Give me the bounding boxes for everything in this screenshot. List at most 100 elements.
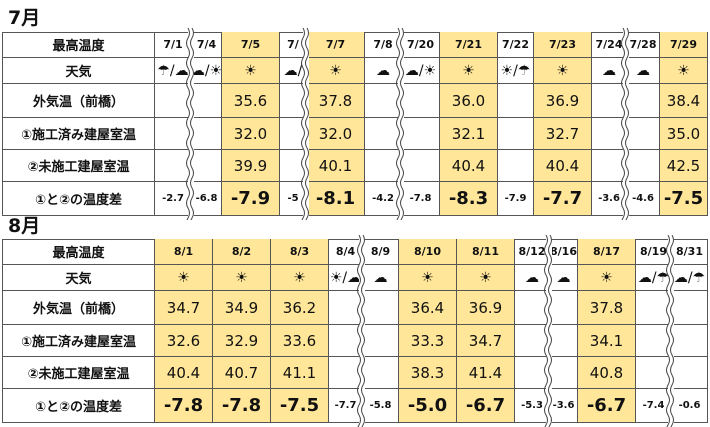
august-weather-cell: ☁ [363, 265, 399, 291]
august-room2-temp-cell: 41.4 [457, 357, 515, 389]
august-weather-cell: ☁/☂ [672, 265, 708, 291]
august-max-temp-cell: 8/11 [457, 239, 515, 265]
august-max-temp-cell: 8/9 [363, 239, 399, 265]
july-max-temp-cell: 7/20 [402, 32, 440, 58]
july-room2-temp-cell: 39.9 [222, 150, 280, 182]
august-weather-cell: ☀ [271, 265, 329, 291]
august-outside-temp-cell [363, 291, 399, 325]
august-title: 8月 [8, 215, 41, 237]
july-room2-temp-cell: 42.5 [660, 150, 708, 182]
august-max-temp-cell: 8/1 [155, 239, 213, 265]
july-weather-cell: ☀ [440, 58, 498, 84]
august-room1-temp-cell: 33.6 [271, 325, 329, 357]
row-label-max-temp: 最高温度 [2, 239, 155, 265]
july-room1-temp-cell: 35.0 [660, 118, 708, 150]
july-room2-temp-cell [192, 150, 222, 182]
august-room1-temp-cell [550, 325, 578, 357]
july-max-temp-cell: 7/28 [627, 32, 660, 58]
row-label-room2-temp: ②未施工建屋室温 [2, 357, 155, 389]
row-label-temp-diff: ①と②の温度差 [2, 182, 155, 216]
august-room1-temp-cell: 34.1 [578, 325, 636, 357]
august-temp-diff-cell: -7.8 [155, 389, 213, 423]
august-room2-temp-cell [672, 357, 708, 389]
july-weather-cell: ☀ [534, 58, 592, 84]
column-break-marker [666, 235, 674, 427]
august-room1-temp-cell [672, 325, 708, 357]
july-weather-cell: ☁/☀ [402, 58, 440, 84]
august-room1-temp-cell: 34.7 [457, 325, 515, 357]
august-temp-diff-cell: -5.8 [363, 389, 399, 423]
july-room2-temp-cell [627, 150, 660, 182]
august-temp-diff-cell: -0.6 [672, 389, 708, 423]
august-weather-cell: ☀ [213, 265, 271, 291]
august-outside-temp-cell [672, 291, 708, 325]
august-outside-temp-cell [550, 291, 578, 325]
august-room1-temp-cell [363, 325, 399, 357]
july-temp-diff-cell: -8.1 [307, 182, 365, 216]
july-outside-temp-cell: 38.4 [660, 84, 708, 118]
august-weather-cell: ☀ [155, 265, 213, 291]
row-label-room1-temp: ①施工済み建屋室温 [2, 325, 155, 357]
july-outside-temp-cell [192, 84, 222, 118]
august-max-temp-cell: 8/3 [271, 239, 329, 265]
july-temp-diff-cell: -8.3 [440, 182, 498, 216]
august-temp-diff-cell: -7.5 [271, 389, 329, 423]
august-weather-cell: ☁ [550, 265, 578, 291]
august-outside-temp-cell: 34.7 [155, 291, 213, 325]
august-max-temp-cell: 8/17 [578, 239, 636, 265]
july-room1-temp-cell [192, 118, 222, 150]
july-max-temp-cell: 7/23 [534, 32, 592, 58]
july-room2-temp-cell [402, 150, 440, 182]
july-weather-cell: ☀ [222, 58, 280, 84]
july-max-temp-cell: 7/5 [222, 32, 280, 58]
august-max-temp-cell: 8/10 [399, 239, 457, 265]
july-temp-diff-cell: -7.8 [402, 182, 440, 216]
row-label-weather: 天気 [2, 265, 155, 291]
august-room2-temp-cell [550, 357, 578, 389]
august-max-temp-cell: 8/31 [672, 239, 708, 265]
august-temp-diff-cell: -6.7 [457, 389, 515, 423]
table-top-border [2, 239, 708, 240]
august-weather-cell: ☀ [399, 265, 457, 291]
row-label-weather: 天気 [2, 58, 155, 84]
july-room2-temp-cell: 40.1 [307, 150, 365, 182]
july-outside-temp-cell [627, 84, 660, 118]
july-room1-temp-cell: 32.1 [440, 118, 498, 150]
july-max-temp-cell: 7/21 [440, 32, 498, 58]
august-room2-temp-cell: 38.3 [399, 357, 457, 389]
july-max-temp-cell: 7/29 [660, 32, 708, 58]
august-outside-temp-cell: 36.2 [271, 291, 329, 325]
august-room2-temp-cell: 41.1 [271, 357, 329, 389]
august-temp-diff-cell: -3.6 [550, 389, 578, 423]
july-outside-temp-cell [402, 84, 440, 118]
column-break-marker [544, 235, 552, 427]
august-max-temp-cell: 8/16 [550, 239, 578, 265]
july-weather-cell: ☁/☀ [192, 58, 222, 84]
row-label-room1-temp: ①施工済み建屋室温 [2, 118, 155, 150]
july-outside-temp-cell: 37.8 [307, 84, 365, 118]
july-weather-cell: ☀ [307, 58, 365, 84]
august-temp-diff-cell: -7.8 [213, 389, 271, 423]
july-outside-temp-cell: 35.6 [222, 84, 280, 118]
august-room1-temp-cell: 33.3 [399, 325, 457, 357]
july-outside-temp-cell: 36.0 [440, 84, 498, 118]
july-room1-temp-cell [498, 118, 534, 150]
row-label-room2-temp: ②未施工建屋室温 [2, 150, 155, 182]
august-outside-temp-cell: 34.9 [213, 291, 271, 325]
august-room2-temp-cell [363, 357, 399, 389]
july-temp-diff-cell: -4.6 [627, 182, 660, 216]
july-room1-temp-cell: 32.7 [534, 118, 592, 150]
august-weather-cell: ☀ [578, 265, 636, 291]
august-max-temp-cell: 8/2 [213, 239, 271, 265]
august-outside-temp-cell: 36.4 [399, 291, 457, 325]
july-temp-diff-cell: -7.7 [534, 182, 592, 216]
column-break-marker [357, 235, 365, 427]
july-room1-temp-cell: 32.0 [307, 118, 365, 150]
july-weather-cell: ☁ [627, 58, 660, 84]
august-room2-temp-cell: 40.4 [155, 357, 213, 389]
row-label-outside-temp: 外気温（前橋） [2, 84, 155, 118]
july-title: 7月 [8, 7, 41, 29]
august-outside-temp-cell: 37.8 [578, 291, 636, 325]
august-room1-temp-cell: 32.6 [155, 325, 213, 357]
july-max-temp-cell: 7/7 [307, 32, 365, 58]
